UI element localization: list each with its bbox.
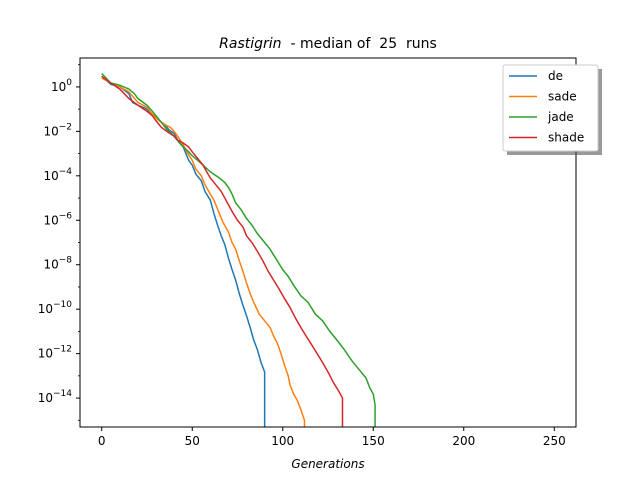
y-tick-label: 10−14 xyxy=(38,389,73,405)
y-tick-label: 10−6 xyxy=(43,211,72,227)
y-tick-label: 10−8 xyxy=(43,256,72,272)
y-tick-label: 10−2 xyxy=(43,122,72,138)
legend-label-jade: jade xyxy=(547,110,574,124)
y-axis: 100 10−2 10−4 10−6 10−8 10−10 10−12 10−14 xyxy=(38,64,80,421)
legend-label-shade: shade xyxy=(548,131,584,145)
x-axis-label: Generations xyxy=(291,457,364,471)
series-line-jade xyxy=(101,73,376,427)
legend: de sade jade shade xyxy=(502,64,602,155)
y-tick-label: 10−10 xyxy=(38,300,73,316)
series-line-sade xyxy=(101,77,306,427)
series-line-de xyxy=(101,75,266,427)
series-layer xyxy=(101,73,376,427)
x-tick-label: 200 xyxy=(452,434,475,448)
y-tick-label: 10−4 xyxy=(43,167,72,183)
chart-title-italic: Rastigrin xyxy=(219,36,281,52)
x-tick-label: 0 xyxy=(98,434,106,448)
x-tick-label: 250 xyxy=(543,434,566,448)
y-tick-label: 10−12 xyxy=(38,345,72,361)
x-tick-label: 150 xyxy=(362,434,385,448)
chart-title-rest: - median of 25 runs xyxy=(282,36,437,52)
x-tick-label: 50 xyxy=(185,434,200,448)
legend-label-sade: sade xyxy=(548,90,577,104)
y-tick-label: 100 xyxy=(51,78,72,94)
chart-title: Rastigrin - median of 25 runs xyxy=(219,36,437,52)
series-line-shade xyxy=(101,75,344,427)
legend-box xyxy=(502,64,599,152)
x-tick-label: 100 xyxy=(271,434,294,448)
legend-label-de: de xyxy=(548,69,563,83)
x-axis: 0 50 100 150 200 250 xyxy=(98,427,566,448)
